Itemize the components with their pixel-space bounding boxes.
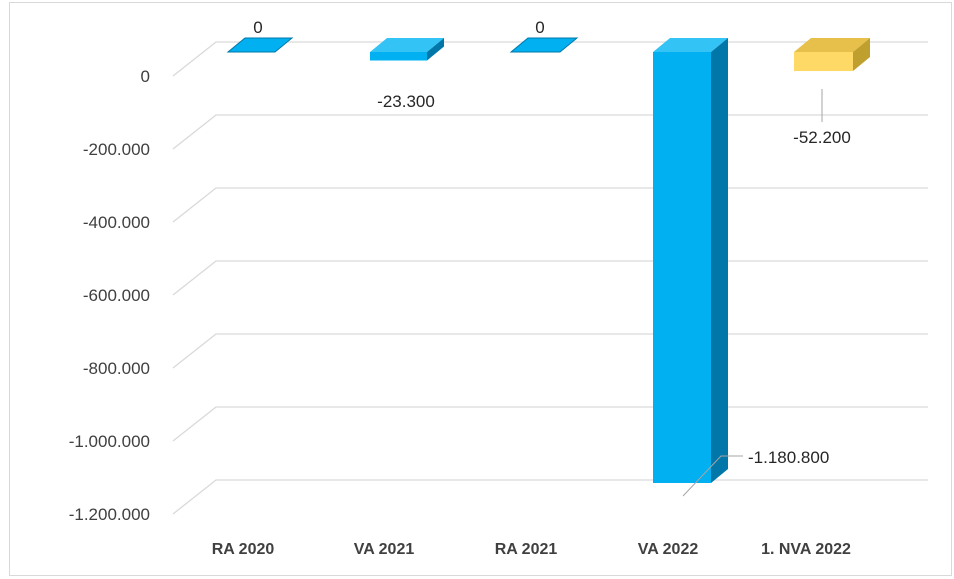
bar-flat-top — [226, 37, 294, 53]
bar-side-face — [711, 38, 728, 483]
bar — [653, 38, 728, 483]
y-tick-label: -400.000 — [83, 213, 150, 232]
data-label: -23.300 — [377, 92, 435, 111]
data-label: 0 — [253, 18, 262, 37]
bar-side-face — [853, 38, 870, 72]
gridline — [172, 260, 928, 296]
x-category-label: 1. NVA 2022 — [761, 541, 851, 558]
data-label: -1.180.800 — [748, 448, 829, 467]
bar-top-face — [653, 38, 728, 52]
y-tick-label: -200.000 — [83, 140, 150, 159]
leader-line — [682, 455, 743, 497]
bar-top-face — [370, 38, 444, 52]
y-tick-label: 0 — [141, 67, 150, 86]
gridline — [172, 333, 928, 369]
x-category-label: VA 2022 — [638, 541, 699, 558]
y-tick-label: -600.000 — [83, 286, 150, 305]
data-label: 0 — [535, 18, 544, 37]
bar — [509, 37, 579, 53]
bar-side-face — [427, 38, 444, 61]
bar-front-face — [794, 52, 853, 72]
bar — [226, 37, 294, 53]
x-category-label: VA 2021 — [354, 541, 415, 558]
bar-top-face — [794, 38, 870, 52]
x-category-label: RA 2021 — [495, 541, 558, 558]
y-tick-label: -1.000.000 — [69, 432, 150, 451]
x-category-label: RA 2020 — [212, 541, 275, 558]
gridline — [172, 187, 928, 223]
bar-front-face — [370, 52, 427, 61]
gridline — [172, 479, 928, 515]
gridline — [172, 406, 928, 442]
y-tick-label: -800.000 — [83, 359, 150, 378]
gridlines — [172, 41, 928, 515]
y-axis-ticks: 0 -200.000 -400.000 -600.000 -800.000 -1.000.… — [69, 67, 150, 524]
data-label: -52.200 — [793, 128, 851, 147]
bars — [226, 37, 870, 483]
y-tick-label: -1.200.000 — [69, 505, 150, 524]
bar — [794, 38, 870, 72]
bar-front-face — [653, 52, 711, 483]
data-labels: 0 -23.300 0 -1.180.800 -52.200 — [253, 18, 851, 497]
x-axis-categories: RA 2020 VA 2021 RA 2021 VA 2022 1. NVA 2022 — [212, 541, 851, 558]
bar — [370, 38, 444, 61]
bar-flat-top — [509, 37, 579, 53]
